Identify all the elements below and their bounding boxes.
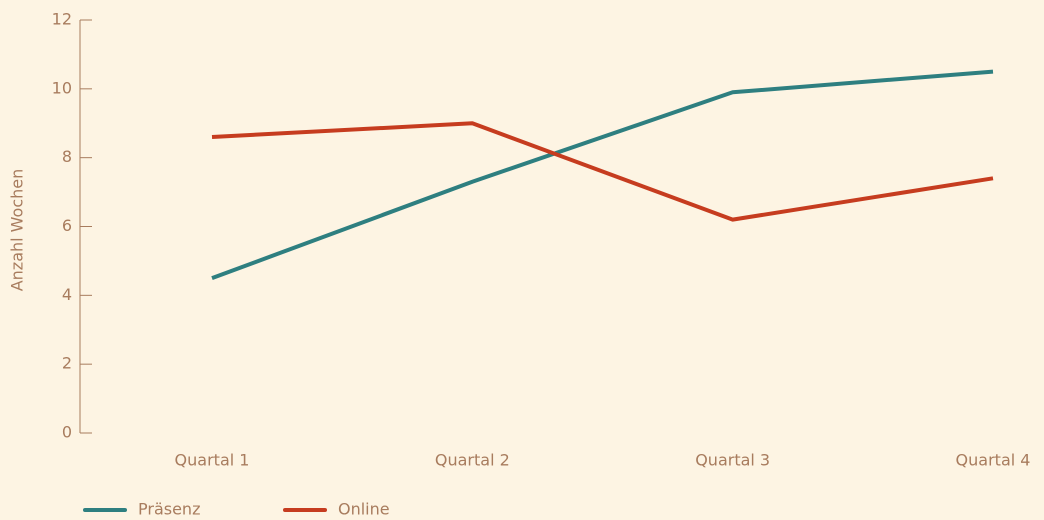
x-tick-label: Quartal 1 [175, 451, 250, 470]
y-tick-label: 6 [62, 216, 72, 235]
legend-label: Präsenz [138, 500, 200, 519]
y-tick-label: 4 [62, 285, 72, 304]
y-tick-label: 0 [62, 423, 72, 442]
series-line [211, 121, 994, 222]
y-tick-label: 12 [52, 10, 72, 29]
x-tick-label: Quartal 4 [956, 451, 1031, 470]
y-tick-label: 10 [52, 78, 72, 97]
x-tick-label: Quartal 2 [435, 451, 510, 470]
y-tick-label: 8 [62, 147, 72, 166]
y-tick-label: 2 [62, 354, 72, 373]
x-tick-label: Quartal 3 [695, 451, 770, 470]
series-line [211, 69, 994, 281]
y-axis-label: Anzahl Wochen [8, 169, 27, 292]
legend-label: Online [338, 500, 390, 519]
